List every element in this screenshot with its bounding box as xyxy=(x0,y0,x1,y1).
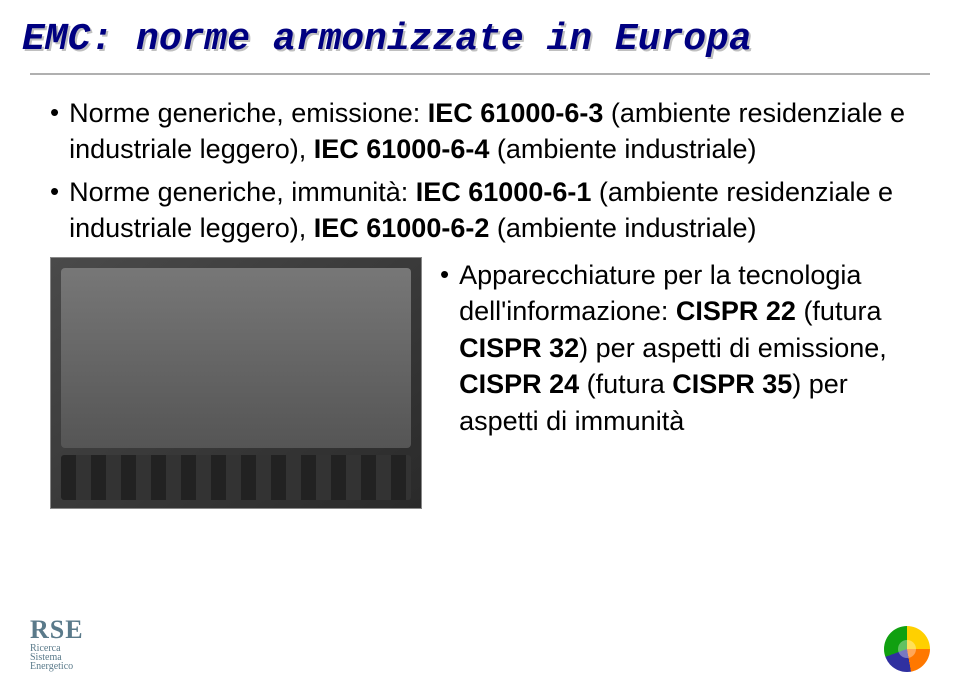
bullet-dot-icon: • xyxy=(440,257,459,292)
rse-logo-main: RSE xyxy=(30,615,84,645)
right-column: • Apparecchiature per la tecnologia dell… xyxy=(440,257,920,439)
bullet-dot-icon: • xyxy=(50,95,69,130)
two-column-row: • Apparecchiature per la tecnologia dell… xyxy=(50,257,920,509)
bullet-3-text: Apparecchiature per la tecnologia dell'i… xyxy=(459,257,920,439)
bullet-dot-icon: • xyxy=(50,174,69,209)
bullet-1: • Norme generiche, emissione: IEC 61000-… xyxy=(50,95,920,168)
slide-content: • Norme generiche, emissione: IEC 61000-… xyxy=(0,95,960,509)
bullet-1-text: Norme generiche, emissione: IEC 61000-6-… xyxy=(69,95,920,168)
bullet-3: • Apparecchiature per la tecnologia dell… xyxy=(440,257,920,439)
slide-footer: RSE Ricerca Sistema Energetico xyxy=(30,615,930,672)
rse-logo-sub3: Energetico xyxy=(30,661,84,672)
bullet-2: • Norme generiche, immunità: IEC 61000-6… xyxy=(50,174,920,247)
rse-logo: RSE Ricerca Sistema Energetico xyxy=(30,615,84,672)
globe-icon xyxy=(884,626,930,672)
title-divider xyxy=(30,73,930,75)
bullet-2-text: Norme generiche, immunità: IEC 61000-6-1… xyxy=(69,174,920,247)
computer-chassis-image xyxy=(50,257,422,509)
slide-title: EMC: norme armonizzate in Europa xyxy=(0,0,960,69)
